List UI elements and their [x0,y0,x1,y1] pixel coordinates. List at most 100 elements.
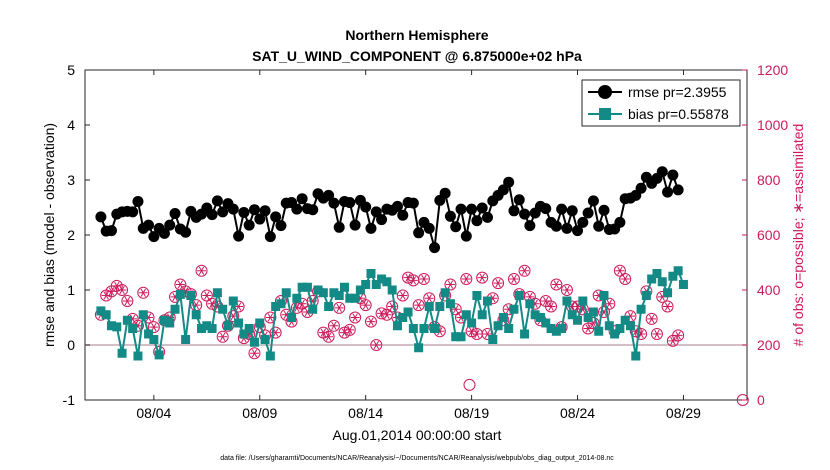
bias-point [175,289,185,299]
rmse-point [323,189,335,201]
y-right-tick-label: 1000 [757,117,788,133]
obs-assimilated-marker [546,302,556,311]
rmse-point [270,211,282,223]
bias-point [514,291,524,300]
x-tick-label: 08/09 [242,405,277,421]
bias-point [276,299,286,309]
rmse-point [481,211,493,223]
rmse-point [264,231,276,243]
bias-point [202,321,212,331]
obs-possible-marker [650,328,663,340]
bias-point [271,302,281,311]
bias-point [350,293,360,303]
obs-assimilated-marker [117,285,127,295]
bias-point [488,335,498,344]
chart-title-line2: SAT_U_WIND_COMPONENT @ 6.875000e+02 hPa [252,48,582,64]
obs-assimilated-marker [249,349,259,358]
rmse-point [407,197,419,209]
bias-point [154,350,164,360]
bias-point [159,315,169,325]
rmse-point [471,215,483,227]
obs-assimilated-marker [477,273,487,282]
bias-point [133,351,143,361]
obs-possible-marker [264,311,277,324]
bias-point [149,335,159,344]
bias-point [329,288,339,298]
rmse-point [333,221,345,233]
rmse-point [169,208,181,220]
rmse-point [158,227,170,239]
obs-possible-marker [137,286,150,299]
obs-possible-outlier [736,394,749,406]
obs-assimilated-marker [583,324,593,333]
obs-possible-marker [587,317,600,329]
obs-assimilated-marker [345,325,355,335]
bias-point [472,291,482,300]
rmse-point [572,225,584,237]
bias-point [504,324,514,333]
obs-possible-marker [221,319,234,332]
obs-assimilated-marker [541,296,551,306]
rmse-point [672,184,684,196]
bias-point [324,302,334,311]
rmse-point [206,209,218,221]
obs-possible-marker [227,310,240,323]
bias-point [668,271,678,281]
rmse-point [455,203,467,215]
bias-point [567,310,577,320]
bias-point [371,280,381,289]
bias-point [625,321,635,331]
obs-possible-marker [412,299,425,312]
obs-assimilated-marker [652,329,662,339]
obs-assimilated-marker [414,300,424,310]
obs-possible-marker [370,339,383,351]
y-left-tick-label: 0 [67,337,75,353]
obs-assimilated-marker [324,332,334,341]
rmse-point [164,219,176,231]
y-right-tick-label: 400 [757,282,781,298]
rmse-point [519,208,531,220]
x-tick-label: 08/24 [560,405,595,421]
obs-possible-marker [364,315,377,328]
rmse-point [540,203,552,215]
bias-point [599,291,609,300]
bias-point [138,310,148,320]
bias-point [583,313,593,322]
bias-point [440,288,450,298]
rmse-point [513,194,525,206]
obs-assimilated-marker [551,280,561,289]
bias-point [578,296,588,306]
bias-point [355,285,365,295]
bias-point [562,296,572,306]
rmse-point [238,206,250,218]
y-left-tick-label: 2 [67,227,75,243]
rmse-point [667,169,679,181]
y-left-tick-label: 4 [67,117,75,133]
obs-possible-marker [507,273,520,285]
bias-point [297,282,307,292]
rmse-point [561,222,573,234]
bias-point [631,351,641,361]
bias-point [96,306,106,316]
bias-point [292,293,302,303]
legend: rmse pr=2.3955 bias pr=0.55878 [581,79,741,127]
bias-point [260,335,270,344]
obs-assimilated-marker [361,300,371,310]
bias-point [498,313,508,322]
obs-possible-marker [121,295,134,307]
rmse-point [349,219,361,231]
rmse-point [370,206,382,218]
bias-point [144,329,154,339]
bias-point [456,332,466,342]
obs-possible-marker [248,347,261,360]
rmse-point [423,222,435,234]
bias-point [128,324,138,333]
rmse-point [635,182,647,194]
obs-assimilated-marker [520,266,530,275]
obs-assimilated-marker [493,278,503,288]
obs-possible-marker [518,264,531,277]
obs-possible-marker [645,312,658,325]
bias-point [546,324,556,333]
obs-assimilated-marker [424,294,434,303]
obs-possible-marker [322,330,335,343]
